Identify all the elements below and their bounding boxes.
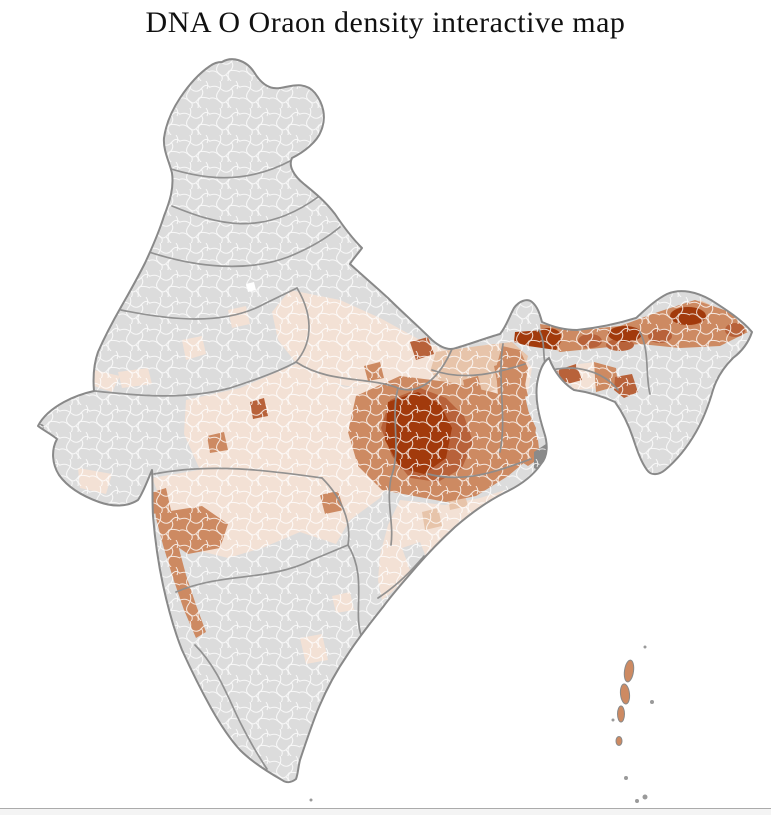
india-coastline [37, 58, 753, 784]
state-borders [94, 159, 651, 770]
region-tripura[interactable] [592, 404, 618, 434]
horizontal-scrollbar[interactable] [0, 808, 771, 815]
minor-islands [309, 645, 654, 803]
map-title: DNA O Oraon density interactive map [145, 6, 626, 39]
andaman-islands[interactable] [615, 659, 635, 746]
